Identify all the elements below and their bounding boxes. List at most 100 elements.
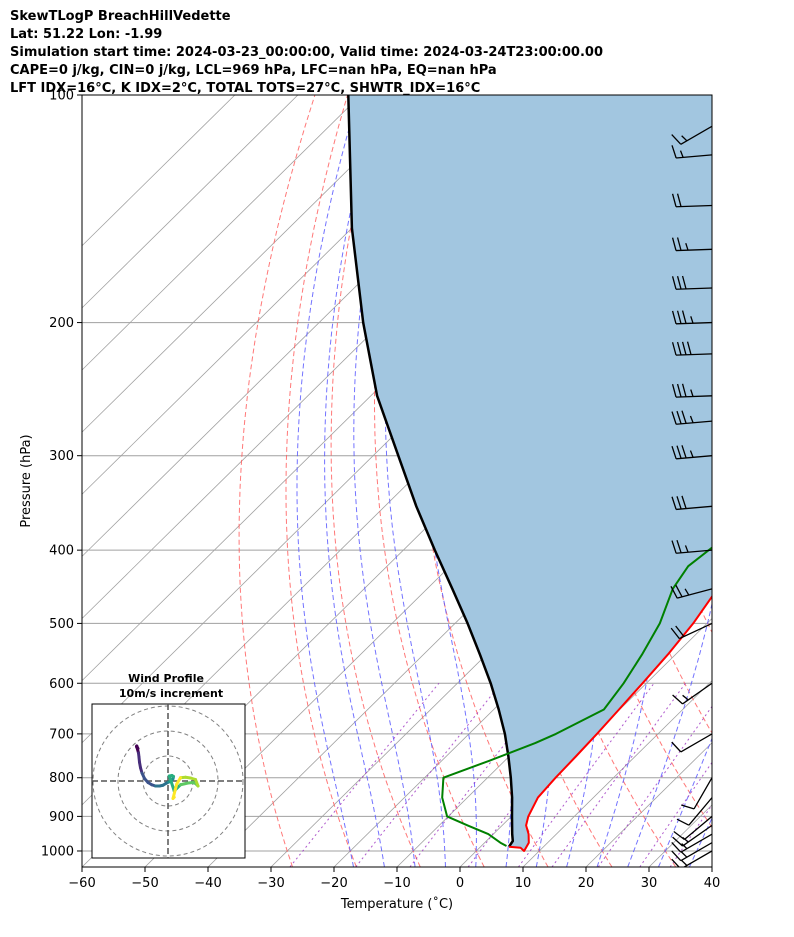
y-tick-label: 1000 [41, 844, 74, 859]
header: SkewTLogP BreachHillVedette Lat: 51.22 L… [10, 8, 603, 98]
wind-barb [671, 310, 712, 325]
wind-barb [671, 125, 712, 145]
barb-shaft [682, 824, 712, 847]
moist-adiabat-line [658, 737, 712, 867]
barb-flag [671, 741, 682, 753]
wind-barb [671, 341, 712, 356]
barb-half-flag [681, 859, 688, 866]
wind-profile-inset: Wind Profile 10m/s increment [91, 672, 246, 859]
barb-flag [676, 410, 682, 425]
barb-half-flag [679, 150, 684, 158]
x-tick-label: −60 [68, 876, 95, 891]
barb-shaft [676, 420, 712, 425]
barb-flag [671, 850, 682, 862]
x-tick-label: 40 [704, 876, 721, 891]
dry-adiabat-line [772, 95, 794, 867]
barb-shaft [680, 833, 712, 853]
barb-flag [671, 540, 677, 554]
barb-shaft [675, 321, 712, 325]
y-tick-label: 100 [49, 89, 74, 104]
stability-indices: LFT IDX=16°C, K IDX=2°C, TOTAL TOTS=27°C… [10, 81, 481, 96]
temperature-line [508, 594, 712, 852]
barb-flag [672, 836, 683, 847]
y-tick-label: 900 [49, 810, 74, 825]
barb-flag [676, 276, 682, 290]
wind-barb [672, 682, 712, 705]
barb-flag [671, 384, 677, 398]
wind-barb [670, 622, 712, 640]
hodograph-segment [167, 774, 176, 793]
barb-flag [671, 310, 677, 324]
mixing-ratio-line [355, 682, 502, 867]
barb-flag [676, 445, 682, 459]
barb-flag [681, 310, 687, 324]
dry-adiabat-line [705, 95, 712, 194]
wind-barb [671, 445, 712, 460]
barb-shaft [675, 204, 712, 208]
x-axis-ticks: −60 −50 −40 −30 −20 −10 0 10 20 30 40 [68, 867, 720, 891]
barb-half-flag [690, 316, 694, 324]
y-tick-label: 500 [49, 617, 74, 632]
barb-flag [671, 445, 677, 460]
barb-flag [676, 539, 682, 554]
moist-adiabat-line [296, 95, 360, 867]
barb-flag [681, 804, 695, 810]
x-tick-label: −40 [194, 876, 221, 891]
x-tick-label: −30 [257, 876, 284, 891]
barb-shaft [682, 682, 712, 705]
stability-params: CAPE=0 j/kg, CIN=0 j/kg, LCL=969 hPa, LF… [10, 63, 497, 78]
y-tick-label: 600 [49, 677, 74, 692]
y-axis-label: Pressure (hPa) [19, 434, 34, 527]
barb-flag [686, 341, 692, 355]
barb-half-flag [684, 588, 690, 596]
wind-barb [671, 145, 712, 159]
barb-flag [681, 410, 687, 424]
wind-barb [671, 842, 712, 862]
barb-flag [676, 193, 682, 207]
profile-series [347, 95, 712, 852]
inset-plot-area [92, 704, 245, 858]
x-tick-label: 20 [578, 876, 595, 891]
barb-shaft [675, 248, 712, 252]
wind-barb [671, 539, 712, 554]
wind-barb [671, 733, 712, 753]
hodograph-segment [171, 795, 176, 800]
y-tick-label: 400 [49, 544, 74, 559]
moist-adiabat-line [353, 95, 416, 867]
barb-half-flag [681, 135, 688, 142]
barb-flag [671, 496, 677, 510]
mixing-ratio-line [517, 683, 655, 867]
barb-flag [676, 496, 682, 510]
barb-half-flag [682, 694, 689, 701]
wind-barb [671, 275, 712, 290]
x-tick-label: 0 [456, 876, 464, 891]
barb-flag [670, 627, 680, 640]
wind-barb [671, 410, 712, 425]
barb-flag [673, 830, 685, 841]
barb-shaft [676, 154, 712, 159]
isotherm-line [333, 493, 712, 867]
barb-flag [671, 145, 677, 159]
barb-half-flag [684, 545, 689, 553]
plot-area [82, 95, 794, 867]
barb-flag [671, 342, 677, 356]
barb-flag [671, 193, 677, 207]
barb-shaft [688, 797, 712, 826]
wind-barb [670, 584, 712, 599]
x-tick-label: 10 [515, 876, 532, 891]
barb-shaft [682, 850, 712, 867]
parcel-line [347, 95, 515, 848]
isotherm-line [82, 95, 236, 247]
mixing-ratio-line [597, 705, 712, 867]
dry-adiabat-line [238, 95, 316, 867]
x-axis-label: Temperature (˚C) [340, 896, 453, 912]
wind-barb [671, 237, 712, 252]
barb-flag [676, 310, 682, 324]
barb-flag [676, 341, 682, 356]
barb-shaft [675, 353, 712, 356]
barb-flag [671, 237, 677, 251]
dry-adiabat-line [330, 95, 421, 867]
barb-shaft [680, 125, 712, 145]
wind-barb [673, 815, 712, 841]
x-tick-label: −10 [383, 876, 410, 891]
